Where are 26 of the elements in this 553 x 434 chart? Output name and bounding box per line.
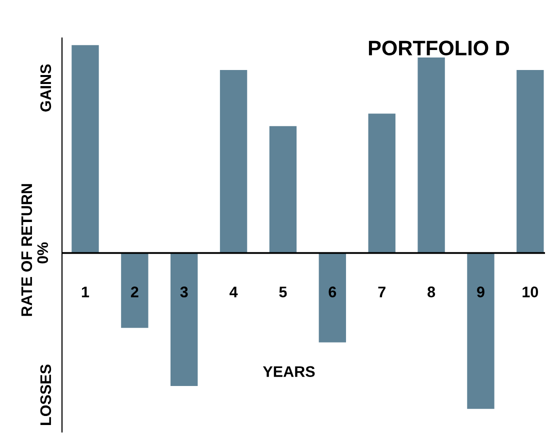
bar	[516, 70, 544, 253]
text: GAINS	[40, 64, 52, 112]
text: LOSSES	[40, 364, 52, 425]
x-tick-label: 9	[477, 286, 484, 298]
bar	[368, 114, 396, 253]
x-tick-label: 6	[328, 286, 336, 298]
x-tick-label: 1	[82, 286, 90, 298]
bar	[418, 58, 445, 253]
bar	[72, 45, 99, 253]
bar	[170, 252, 198, 386]
x-tick-label: 3	[180, 286, 188, 298]
x-tick-label: 8	[428, 286, 436, 298]
x-tick-label: 7	[378, 286, 386, 298]
bar	[269, 126, 297, 253]
bar	[318, 252, 346, 342]
x-tick-label: 4	[230, 286, 238, 298]
x-axis-title: YEARS	[262, 366, 315, 377]
x-tick-label: 2	[130, 286, 138, 298]
x-tick-label: 5	[279, 286, 287, 298]
bar	[220, 70, 248, 253]
bar	[467, 252, 494, 409]
y-axis-title: RATE OF RETURN	[21, 184, 32, 316]
text: 0%	[37, 242, 48, 264]
bar	[121, 252, 148, 328]
chart-title: PORTFOLIO D	[368, 40, 510, 56]
x-tick-label: 10	[522, 286, 538, 298]
